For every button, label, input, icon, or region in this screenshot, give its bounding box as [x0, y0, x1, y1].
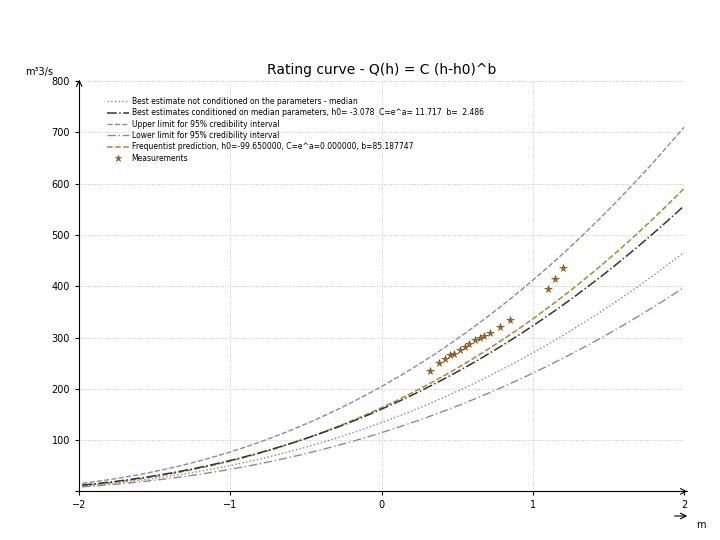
Text: m: m — [696, 520, 706, 530]
Title: Rating curve - Q(h) = C (h-h0)^b: Rating curve - Q(h) = C (h-h0)^b — [267, 63, 496, 77]
Text: Example – rating curve with uncertainty:: Example – rating curve with uncertainty: — [11, 25, 490, 46]
Text: m³3/s: m³3/s — [24, 67, 53, 77]
Legend: Best estimate not conditioned on the parameters - median, Best estimates conditi: Best estimate not conditioned on the par… — [107, 97, 484, 163]
